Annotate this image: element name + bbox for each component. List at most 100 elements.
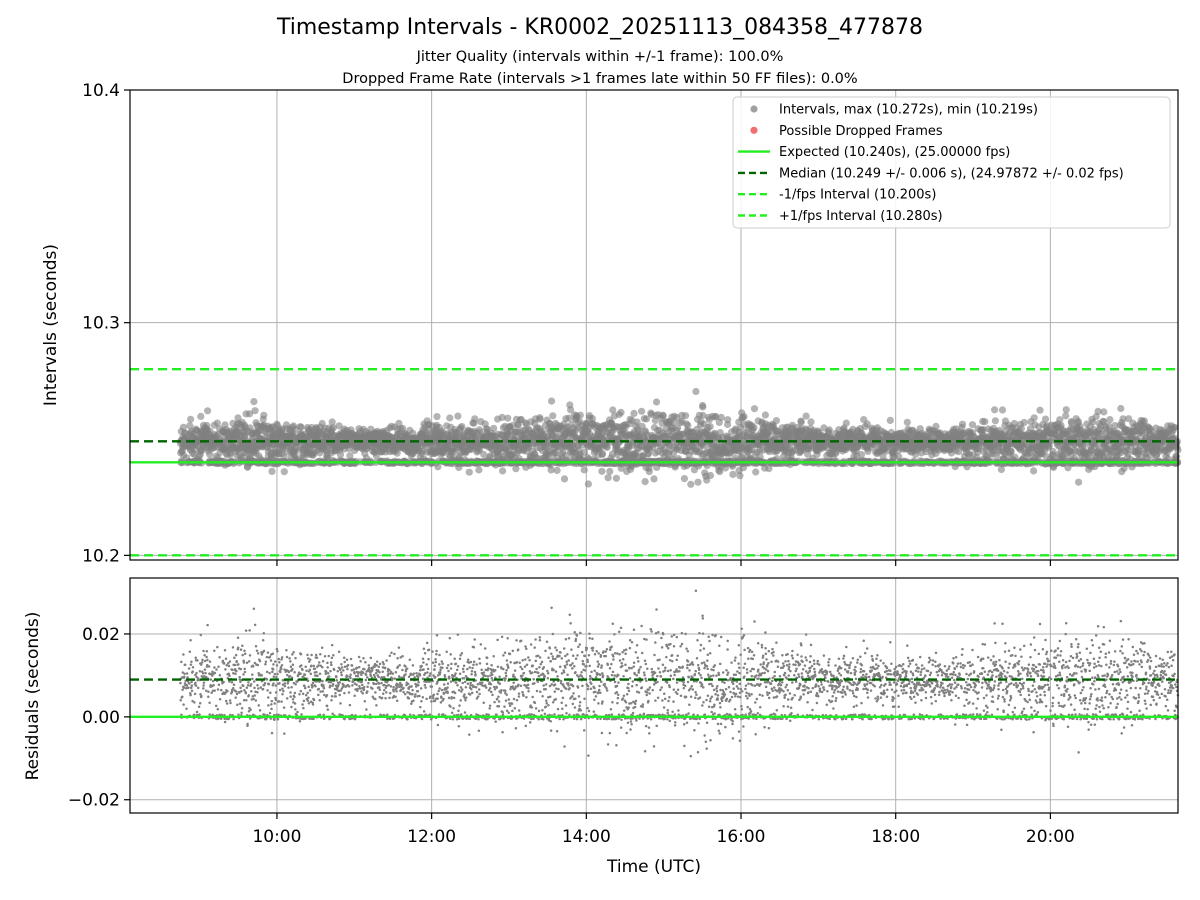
residual-point: [207, 690, 210, 693]
residual-point: [230, 681, 234, 684]
residual-point: [259, 686, 263, 689]
residual-point: [241, 644, 244, 647]
residual-point: [217, 683, 221, 686]
interval-point: [687, 480, 695, 488]
residual-point: [236, 703, 239, 707]
interval-point: [694, 478, 702, 486]
interval-point: [598, 467, 606, 475]
residual-point: [261, 687, 265, 691]
residual-point: [238, 702, 242, 705]
residual-point: [245, 698, 248, 702]
residual-point: [234, 690, 238, 693]
interval-point: [246, 424, 254, 432]
residual-point: [225, 664, 228, 667]
interval-point: [1075, 478, 1083, 486]
interval-point: [1036, 406, 1044, 414]
residual-point: [223, 720, 227, 724]
legend-dropped-frames-label: Possible Dropped Frames: [779, 124, 943, 139]
residual-point: [199, 633, 203, 637]
residual-point: [256, 691, 259, 694]
interval-point: [206, 450, 214, 458]
residual-point: [263, 681, 267, 685]
residual-point: [260, 653, 264, 656]
residual-point: [262, 631, 266, 635]
residual-point: [240, 706, 244, 710]
interval-point: [991, 417, 1000, 425]
residual-point: [222, 662, 226, 665]
residual-point: [185, 707, 188, 711]
residual-point: [213, 649, 216, 653]
residual-point: [237, 713, 240, 716]
residual-point: [245, 686, 249, 689]
interval-point: [706, 423, 714, 431]
residual-point: [202, 687, 205, 690]
residual-point: [182, 653, 185, 656]
residual-point: [224, 699, 228, 703]
residual-point: [258, 709, 262, 712]
residual-point: [201, 671, 205, 675]
residual-point: [233, 656, 236, 660]
residual-point: [217, 665, 220, 669]
residual-point: [224, 657, 228, 661]
residual-point: [182, 686, 186, 689]
residual-point: [212, 684, 215, 687]
residual-point: [213, 689, 216, 692]
residual-point: [206, 623, 209, 627]
residual-point: [213, 666, 216, 669]
residual-point: [240, 711, 243, 715]
residual-point: [231, 668, 234, 672]
interval-point: [1170, 423, 1179, 431]
residual-point: [189, 663, 193, 666]
interval-point: [433, 413, 441, 421]
residual-point: [190, 680, 193, 684]
legend-intervals-label: Intervals, max (10.272s), min (10.219s): [779, 103, 1038, 118]
jitter-quality-subtitle: Jitter Quality (intervals within +/-1 fr…: [416, 49, 784, 65]
residual-point: [239, 686, 242, 690]
interval-point: [641, 478, 649, 486]
residual-point: [203, 654, 206, 657]
intervals-reference-lines: [130, 368, 1178, 557]
interval-point: [932, 422, 940, 430]
residual-point: [208, 701, 211, 704]
interval-point: [724, 416, 732, 424]
residual-point: [190, 689, 194, 693]
residual-point: [183, 675, 186, 679]
residual-point: [241, 653, 244, 657]
interval-point: [1100, 408, 1108, 416]
residual-point: [229, 701, 232, 705]
interval-point: [204, 407, 212, 415]
residual-point: [251, 665, 255, 668]
residual-point: [186, 676, 189, 679]
interval-point: [717, 413, 725, 421]
residual-point: [197, 705, 201, 709]
interval-point: [680, 475, 689, 483]
residual-point: [243, 652, 247, 656]
residual-point: [234, 696, 237, 699]
interval-point: [187, 415, 195, 423]
interval-point: [652, 398, 661, 406]
interval-point: [645, 468, 653, 476]
residual-point: [253, 694, 256, 697]
interval-point: [750, 424, 758, 432]
residual-point: [228, 699, 232, 702]
residual-point: [251, 677, 254, 681]
residual-point: [204, 689, 208, 692]
interval-point: [638, 407, 646, 415]
residual-point: [264, 663, 267, 666]
residual-point: [200, 661, 204, 664]
interval-point: [260, 411, 268, 419]
residual-point: [228, 660, 232, 663]
residual-point: [240, 690, 243, 693]
residual-point: [244, 629, 248, 632]
legend-dropped-frames: Possible Dropped Frames: [750, 124, 943, 139]
residual-point: [207, 695, 210, 698]
interval-point: [499, 467, 507, 475]
interval-point: [706, 471, 715, 480]
interval-point: [736, 472, 744, 480]
interval-point: [560, 475, 569, 483]
interval-point: [580, 466, 588, 474]
residual-point: [252, 680, 256, 683]
interval-point: [842, 419, 850, 427]
residual-point: [247, 660, 251, 663]
interval-point: [807, 418, 815, 426]
